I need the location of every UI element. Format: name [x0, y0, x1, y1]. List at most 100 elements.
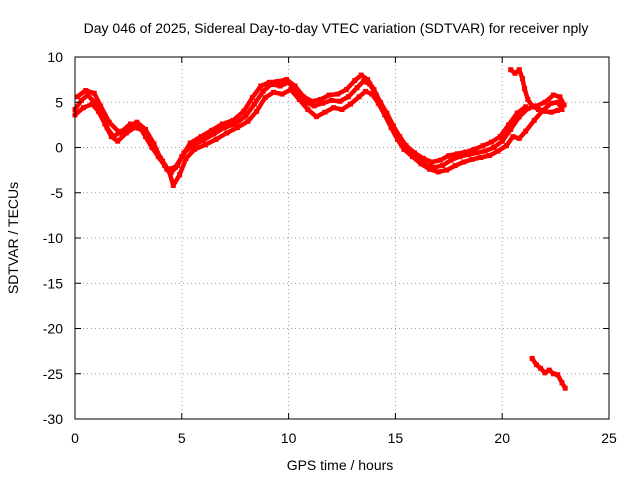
data-point: [301, 94, 307, 100]
data-point: [352, 78, 358, 83]
data-point: [365, 77, 371, 83]
data-point: [354, 85, 360, 91]
data-point: [489, 139, 494, 145]
data-point: [345, 94, 351, 100]
data-point: [437, 157, 443, 163]
data-point: [183, 155, 189, 161]
data-point: [516, 67, 522, 73]
data-point: [241, 108, 247, 114]
data-point: [435, 169, 441, 175]
data-point: [546, 367, 552, 373]
data-point: [478, 155, 484, 160]
y-tick-label: -25: [43, 366, 63, 382]
data-point: [81, 105, 86, 111]
data-point: [348, 101, 353, 107]
data-point: [446, 153, 452, 159]
data-point: [418, 161, 424, 167]
x-tick-label: 20: [494, 430, 510, 446]
y-tick-label: 5: [55, 94, 63, 110]
data-point: [108, 134, 114, 140]
data-point: [292, 83, 298, 89]
data-point: [151, 141, 157, 147]
data-point: [508, 126, 514, 132]
data-point: [134, 119, 140, 125]
data-series: [72, 67, 568, 391]
data-point: [516, 114, 522, 120]
data-point: [326, 92, 332, 98]
data-point: [190, 143, 195, 149]
data-point: [444, 167, 450, 173]
data-point: [371, 87, 377, 93]
data-point: [143, 126, 148, 132]
series-line: [72, 79, 567, 176]
data-point: [164, 166, 170, 172]
data-point: [538, 365, 544, 371]
data-point: [243, 113, 249, 119]
data-point: [266, 79, 272, 85]
data-point: [548, 100, 554, 106]
data-point: [106, 119, 112, 125]
data-point: [260, 88, 266, 94]
data-point: [187, 140, 193, 146]
data-point: [200, 137, 206, 143]
data-point: [230, 117, 236, 123]
series-arc-main-c: [74, 72, 529, 172]
series-arc-late-lower: [529, 355, 568, 391]
data-point: [448, 157, 454, 163]
data-point: [520, 76, 525, 82]
data-point: [275, 78, 281, 84]
data-point: [313, 114, 319, 120]
data-point: [123, 130, 129, 136]
data-point: [491, 145, 497, 150]
data-point: [356, 94, 362, 100]
data-point: [249, 95, 255, 101]
data-point: [510, 134, 516, 140]
data-point: [410, 154, 415, 160]
data-point: [397, 134, 403, 140]
data-point: [318, 97, 324, 102]
data-point: [559, 107, 565, 112]
data-point: [115, 138, 121, 144]
data-point: [157, 155, 163, 161]
data-point: [78, 97, 84, 103]
data-point: [529, 355, 535, 361]
data-point: [516, 135, 522, 141]
data-point: [506, 122, 512, 128]
data-point: [531, 117, 537, 123]
data-point: [542, 108, 548, 114]
data-point: [213, 136, 219, 142]
data-point: [98, 103, 104, 109]
data-point: [284, 77, 289, 83]
data-point: [429, 159, 435, 165]
x-tick-label: 25: [601, 430, 617, 446]
data-point: [328, 97, 334, 103]
data-point: [536, 107, 541, 112]
data-point: [469, 156, 475, 162]
data-point: [523, 104, 529, 110]
y-tick-label: -30: [43, 411, 63, 427]
data-point: [439, 163, 445, 169]
x-tick-label: 5: [178, 430, 186, 446]
y-axis-label: SDTVAR / TECUs: [5, 182, 21, 294]
data-point: [512, 70, 518, 76]
data-point: [279, 91, 285, 97]
data-point: [454, 151, 460, 157]
data-point: [525, 97, 531, 102]
data-point: [337, 98, 343, 104]
data-point: [322, 109, 328, 115]
data-point: [412, 150, 418, 156]
data-point: [369, 91, 375, 97]
data-point: [471, 146, 477, 152]
y-tick-label: 10: [47, 49, 63, 65]
data-point: [431, 164, 437, 170]
data-point: [85, 92, 91, 98]
data-point: [198, 134, 204, 140]
data-point: [486, 153, 492, 159]
data-point: [358, 72, 364, 78]
data-point: [533, 362, 539, 368]
data-point: [551, 371, 556, 377]
data-point: [102, 121, 108, 127]
data-point: [562, 385, 568, 391]
data-point: [331, 105, 336, 111]
data-point: [294, 90, 300, 96]
